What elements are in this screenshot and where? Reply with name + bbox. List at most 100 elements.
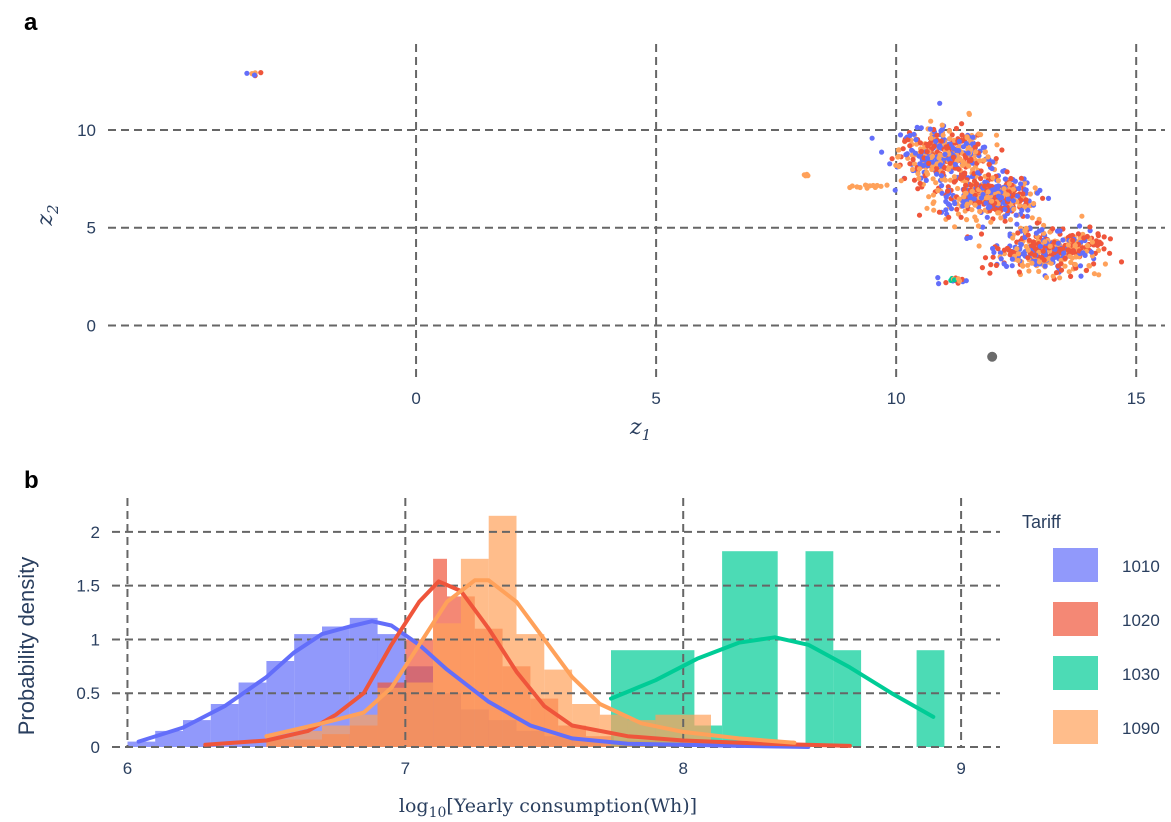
scatter-point-1090 — [1057, 275, 1063, 281]
scatter-point-1020 — [972, 144, 978, 150]
scatter-point-1010 — [956, 148, 962, 154]
x-tick-label: 0 — [411, 389, 420, 408]
y-tick-label: 1.5 — [76, 577, 100, 596]
scatter-point-1010 — [918, 125, 924, 131]
scatter-point-1020 — [963, 182, 969, 188]
scatter-point-1090 — [955, 185, 961, 192]
scatter-point-1020 — [1051, 239, 1057, 245]
scatter-point-1090 — [874, 183, 880, 189]
scatter-point-1090 — [951, 174, 958, 180]
scatter-point-1090 — [926, 194, 932, 200]
scatter-point-1010 — [995, 183, 1001, 189]
scatter-point-1010 — [1037, 243, 1043, 249]
scatter-point-1090 — [933, 180, 939, 186]
scatter-point-1020 — [985, 172, 992, 178]
scatter-point-1090 — [995, 210, 1001, 216]
scatter-point-1020 — [1011, 192, 1017, 198]
scatter-point-1010 — [1014, 193, 1021, 199]
scatter-point-1090 — [1004, 192, 1011, 198]
hist-bar-1090 — [488, 515, 517, 747]
scatter-point-1020 — [1026, 237, 1032, 243]
scatter-point-1090 — [959, 162, 966, 168]
legend-swatch-1030 — [1053, 656, 1098, 690]
scatter-point-1010 — [967, 234, 973, 241]
scatter-point-1010 — [998, 256, 1004, 262]
scatter-point-1010 — [1057, 228, 1063, 234]
scatter-point-1090 — [804, 171, 810, 177]
scatter-point-1010 — [950, 145, 956, 151]
scatter-point-1090 — [964, 217, 970, 223]
scatter-point-1020 — [993, 262, 1000, 268]
panel-a-y-axis-label: z2 — [33, 204, 62, 226]
scatter-point-1010 — [907, 132, 913, 139]
scatter-point-1020 — [1094, 242, 1101, 248]
scatter-point-1090 — [1096, 272, 1102, 278]
scatter-point-1090 — [988, 219, 994, 225]
scatter-point-1020 — [1034, 220, 1040, 226]
scatter-point-1020 — [905, 137, 911, 143]
scatter-point-1020 — [1020, 191, 1026, 197]
legend-label-1020: 1020 — [1122, 611, 1160, 630]
scatter-point-1020 — [987, 270, 993, 276]
scatter-point-1090 — [985, 154, 991, 160]
scatter-point-1020 — [1062, 255, 1068, 261]
hist-bar-1030 — [916, 650, 945, 747]
scatter-point-1090 — [931, 207, 937, 213]
scatter-point-1090 — [928, 118, 934, 124]
scatter-point-1010 — [1033, 230, 1039, 236]
scatter-point-1010 — [927, 126, 933, 132]
scatter-point-1010 — [912, 150, 919, 156]
scatter-point-1020 — [1095, 233, 1101, 239]
scatter-point-1090 — [1050, 273, 1056, 279]
scatter-point-1090 — [884, 182, 890, 188]
scatter-point-1090 — [1077, 235, 1083, 241]
scatter-point-1020 — [917, 140, 924, 146]
scatter-point-1020 — [1025, 232, 1031, 238]
scatter-point-1090 — [989, 198, 995, 204]
scatter-point-1090 — [928, 135, 934, 141]
scatter-point-1010 — [945, 201, 951, 207]
scatter-point-1090 — [924, 205, 930, 211]
scatter-point-1020 — [968, 182, 974, 188]
scatter-point-1020 — [959, 132, 965, 138]
scatter-point-1090 — [1043, 274, 1050, 281]
scatter-point-1090 — [1014, 246, 1020, 252]
panel-a-letter: a — [24, 9, 38, 36]
scatter-point-1090 — [1079, 213, 1085, 219]
scatter-point-1020 — [933, 165, 940, 172]
scatter-point-1010 — [980, 191, 986, 198]
scatter-point-1020 — [925, 143, 931, 149]
scatter-point-1020 — [1075, 231, 1081, 237]
y-tick-label: 0 — [91, 738, 100, 757]
hist-bar-1010 — [127, 741, 156, 747]
scatter-point-1090 — [929, 153, 936, 159]
scatter-point-1020 — [915, 186, 921, 192]
scatter-point-1010 — [914, 124, 920, 130]
density-curve-1010 — [136, 619, 811, 749]
scatter-point-1090 — [998, 215, 1004, 221]
scatter-point-1090 — [985, 194, 991, 201]
scatter-point-1010 — [1024, 213, 1030, 219]
scatter-point-1090 — [1020, 263, 1026, 269]
scatter-point-1020 — [1008, 175, 1014, 182]
scatter-point-1090 — [1036, 259, 1042, 265]
scatter-point-1010 — [933, 138, 939, 144]
scatter-point-1020 — [1016, 269, 1023, 275]
scatter-point-1020 — [988, 262, 994, 268]
scatter-point-1090 — [1036, 268, 1042, 274]
scatter-point-1020 — [946, 214, 952, 220]
scatter-point-1010 — [1077, 263, 1084, 269]
scatter-point-1020 — [1040, 248, 1046, 254]
scatter-point-1010 — [892, 187, 898, 193]
scatter-point-1090 — [925, 171, 931, 177]
scatter-point-1020 — [1007, 252, 1013, 258]
scatter-point-1090 — [985, 189, 991, 195]
scatter-point-1090 — [898, 178, 904, 184]
scatter-point-1020 — [950, 154, 957, 160]
scatter-point-1010 — [1020, 251, 1026, 257]
y-tick-label: 2 — [91, 523, 100, 542]
scatter-point-1020 — [947, 160, 953, 166]
scatter-point-1020 — [1118, 259, 1125, 265]
x-tick-label: 5 — [651, 389, 660, 408]
scatter-point-1010 — [1025, 207, 1031, 213]
